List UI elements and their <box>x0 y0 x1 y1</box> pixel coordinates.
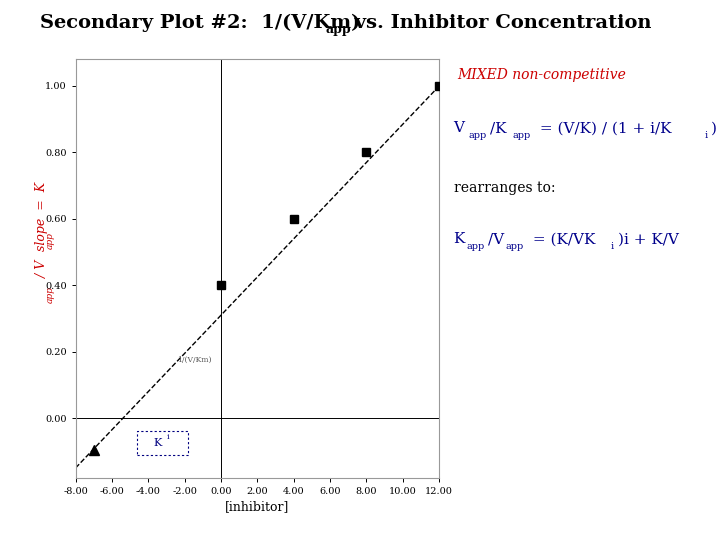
Text: i: i <box>704 131 707 140</box>
Text: Secondary Plot #2:  1/(V/Km): Secondary Plot #2: 1/(V/Km) <box>40 14 360 32</box>
X-axis label: [inhibitor]: [inhibitor] <box>225 500 289 513</box>
Text: /K: /K <box>490 122 506 136</box>
Text: ): ) <box>711 122 717 136</box>
Text: app: app <box>513 131 531 140</box>
Text: app: app <box>469 131 487 140</box>
Text: )i + K/V: )i + K/V <box>618 232 679 246</box>
Text: app: app <box>46 286 55 303</box>
Text: rearranges to:: rearranges to: <box>454 181 555 195</box>
Text: V: V <box>454 122 464 136</box>
Text: /V: /V <box>488 232 504 246</box>
FancyBboxPatch shape <box>138 430 189 455</box>
Text: = (V/K) / (1 + i/K: = (V/K) / (1 + i/K <box>535 122 672 136</box>
Text: K: K <box>454 232 465 246</box>
Text: / V: / V <box>35 259 48 281</box>
Text: = (K/VK: = (K/VK <box>528 232 595 246</box>
Text: app: app <box>505 242 523 251</box>
Text: MIXED non-competitive: MIXED non-competitive <box>457 68 626 82</box>
Text: i: i <box>611 242 613 251</box>
Text: app: app <box>467 242 485 251</box>
Text: vs. Inhibitor Concentration: vs. Inhibitor Concentration <box>348 14 652 31</box>
Text: slope  =  K: slope = K <box>35 181 48 251</box>
Text: app: app <box>46 232 55 249</box>
Text: i: i <box>166 433 169 441</box>
Text: K: K <box>153 438 161 448</box>
Text: 1/(V/Km): 1/(V/Km) <box>177 356 212 364</box>
Text: app: app <box>325 23 351 36</box>
